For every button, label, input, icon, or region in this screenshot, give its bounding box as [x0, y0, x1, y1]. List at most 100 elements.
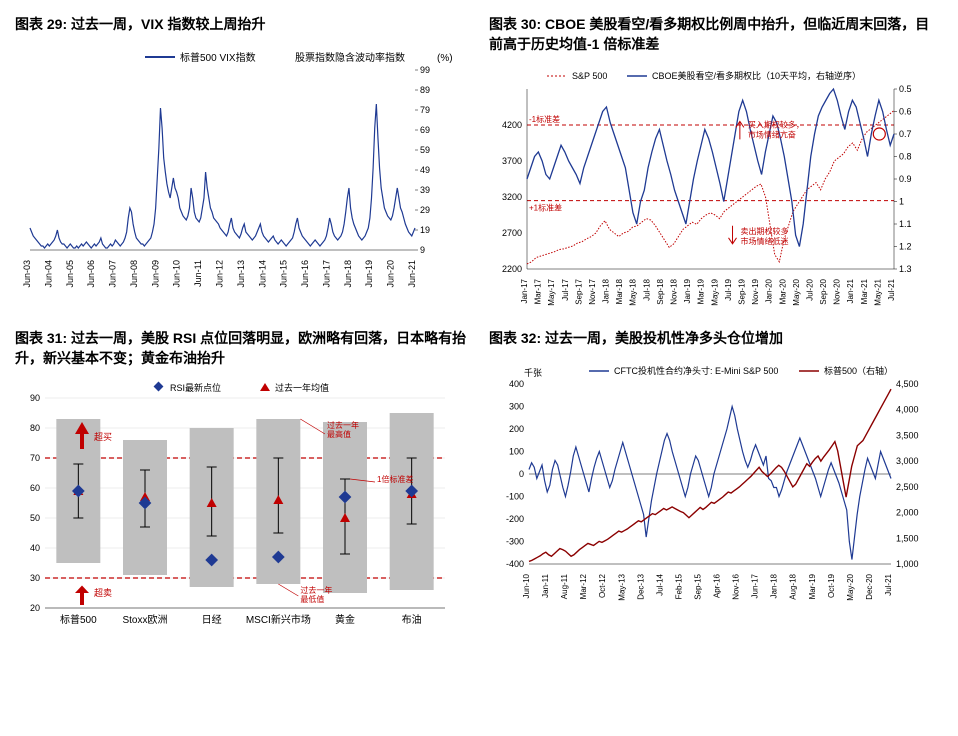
svg-text:Jul-21: Jul-21: [884, 573, 893, 595]
chart-32-title: 图表 32: 过去一周，美股投机性净多头仓位增加: [489, 329, 943, 349]
svg-text:1.1: 1.1: [899, 219, 912, 229]
svg-text:+1标准差: +1标准差: [529, 203, 562, 213]
svg-text:May-20: May-20: [846, 573, 855, 600]
svg-text:日经: 日经: [202, 613, 222, 626]
svg-text:Jun-20: Jun-20: [386, 260, 396, 288]
svg-text:0.7: 0.7: [899, 129, 912, 139]
svg-text:S&P 500: S&P 500: [572, 71, 607, 81]
svg-text:标普500 VIX指数: 标普500 VIX指数: [180, 51, 256, 64]
svg-text:49: 49: [420, 165, 430, 175]
svg-text:Nov-19: Nov-19: [751, 279, 760, 305]
svg-text:100: 100: [509, 446, 524, 456]
svg-text:RSI最新点位: RSI最新点位: [170, 382, 221, 393]
svg-text:1.2: 1.2: [899, 242, 912, 252]
svg-text:May-21: May-21: [873, 279, 882, 306]
svg-text:Sep-17: Sep-17: [574, 279, 583, 305]
svg-text:Jul-18: Jul-18: [642, 279, 651, 301]
svg-text:39: 39: [420, 185, 430, 195]
svg-text:Jun-11: Jun-11: [193, 260, 203, 287]
chart-31-title: 图表 31: 过去一周，美股 RSI 点位回落明显，欧洲略有回落，日本略有抬升，…: [15, 329, 469, 368]
svg-text:300: 300: [509, 401, 524, 411]
svg-text:May-17: May-17: [547, 279, 556, 306]
svg-text:29: 29: [420, 205, 430, 215]
svg-text:市场情绪低迷: 市场情绪低迷: [741, 236, 789, 246]
svg-text:Aug-18: Aug-18: [789, 573, 798, 599]
svg-text:Jun-21: Jun-21: [407, 260, 417, 288]
svg-text:-300: -300: [506, 536, 524, 546]
svg-text:1.3: 1.3: [899, 264, 912, 274]
svg-text:May-19: May-19: [710, 279, 719, 306]
svg-text:Aug-11: Aug-11: [560, 573, 569, 599]
svg-text:70: 70: [30, 453, 40, 463]
svg-text:Oct-19: Oct-19: [827, 573, 836, 598]
svg-text:59: 59: [420, 145, 430, 155]
svg-text:Jun-04: Jun-04: [43, 260, 53, 288]
svg-text:买入期权较多，: 买入期权较多，: [748, 120, 804, 130]
svg-text:Jan-18: Jan-18: [602, 279, 611, 304]
svg-text:Sep-19: Sep-19: [737, 279, 746, 305]
svg-text:19: 19: [420, 225, 430, 235]
chart-32-area: 千张CFTC投机性合约净头寸: E-Mini S&P 500标普500（右轴）-…: [489, 359, 929, 599]
svg-text:4,500: 4,500: [896, 379, 919, 389]
svg-text:Sep-18: Sep-18: [656, 279, 665, 305]
svg-text:Jan-17: Jan-17: [520, 279, 529, 304]
svg-text:Jun-17: Jun-17: [321, 260, 331, 288]
svg-text:79: 79: [420, 105, 430, 115]
svg-text:Jun-07: Jun-07: [108, 260, 118, 288]
svg-text:Jun-03: Jun-03: [22, 260, 32, 288]
svg-text:Jun-06: Jun-06: [86, 260, 96, 288]
svg-text:Jun-09: Jun-09: [150, 260, 160, 288]
svg-text:Nov-16: Nov-16: [732, 573, 741, 599]
svg-text:Jun-15: Jun-15: [279, 260, 289, 288]
chart-29-title: 图表 29: 过去一周，VIX 指数较上周抬升: [15, 15, 469, 35]
svg-text:超卖: 超卖: [94, 587, 112, 598]
svg-text:Jun-08: Jun-08: [129, 260, 139, 288]
svg-text:-100: -100: [506, 491, 524, 501]
svg-text:超买: 超买: [94, 431, 112, 442]
svg-text:Jun-16: Jun-16: [300, 260, 310, 288]
panel-chart-29: 图表 29: 过去一周，VIX 指数较上周抬升 9192939495969798…: [15, 15, 469, 304]
svg-text:Apr-16: Apr-16: [713, 573, 722, 598]
svg-text:69: 69: [420, 125, 430, 135]
svg-text:过去一年: 过去一年: [300, 585, 332, 595]
svg-text:(%): (%): [437, 53, 453, 64]
svg-text:CFTC投机性合约净头寸: E-Mini S&P 500: CFTC投机性合约净头寸: E-Mini S&P 500: [614, 365, 778, 376]
svg-text:60: 60: [30, 483, 40, 493]
svg-text:Mar-21: Mar-21: [860, 279, 869, 305]
svg-text:Dec-13: Dec-13: [636, 573, 645, 599]
chart-29-area: 9192939495969798999标普500 VIX指数股票指数隐含波动率指…: [15, 45, 455, 285]
svg-text:市场情绪亢奋: 市场情绪亢奋: [748, 130, 796, 140]
chart-30-title: 图表 30: CBOE 美股看空/看多期权比例周中抬升，但临近周末回落，目前高于…: [489, 15, 943, 54]
svg-text:Mar-18: Mar-18: [615, 279, 624, 305]
svg-text:过去一年: 过去一年: [327, 420, 359, 430]
svg-text:20: 20: [30, 603, 40, 613]
svg-text:0.5: 0.5: [899, 84, 912, 94]
svg-text:股票指数隐含波动率指数: 股票指数隐含波动率指数: [295, 51, 405, 64]
svg-text:千张: 千张: [524, 368, 542, 378]
svg-text:-200: -200: [506, 514, 524, 524]
panel-chart-31: 图表 31: 过去一周，美股 RSI 点位回落明显，欧洲略有回落，日本略有抬升，…: [15, 329, 469, 618]
svg-text:1,000: 1,000: [896, 559, 919, 569]
svg-text:3700: 3700: [502, 156, 522, 166]
svg-text:最低值: 最低值: [300, 594, 324, 604]
svg-text:-400: -400: [506, 559, 524, 569]
svg-text:Sep-15: Sep-15: [693, 573, 702, 599]
svg-text:Jul-21: Jul-21: [887, 279, 896, 301]
svg-text:MSCI新兴市场: MSCI新兴市场: [246, 613, 311, 626]
svg-text:Jul-17: Jul-17: [561, 279, 570, 301]
svg-text:1倍标准差: 1倍标准差: [377, 474, 413, 484]
svg-text:3,500: 3,500: [896, 430, 919, 440]
svg-text:Mar-19: Mar-19: [697, 279, 706, 305]
svg-text:3200: 3200: [502, 192, 522, 202]
svg-text:Nov-20: Nov-20: [833, 279, 842, 305]
svg-text:Jan-18: Jan-18: [770, 573, 779, 598]
svg-text:Jun-17: Jun-17: [751, 573, 760, 598]
svg-text:Jun-19: Jun-19: [364, 260, 374, 288]
svg-text:Feb-15: Feb-15: [674, 573, 683, 599]
panel-chart-30: 图表 30: CBOE 美股看空/看多期权比例周中抬升，但临近周末回落，目前高于…: [489, 15, 943, 304]
svg-text:最高值: 最高值: [327, 429, 351, 439]
svg-text:400: 400: [509, 379, 524, 389]
svg-text:Jul-14: Jul-14: [655, 573, 664, 595]
svg-text:Jun-18: Jun-18: [343, 260, 353, 288]
svg-text:40: 40: [30, 543, 40, 553]
